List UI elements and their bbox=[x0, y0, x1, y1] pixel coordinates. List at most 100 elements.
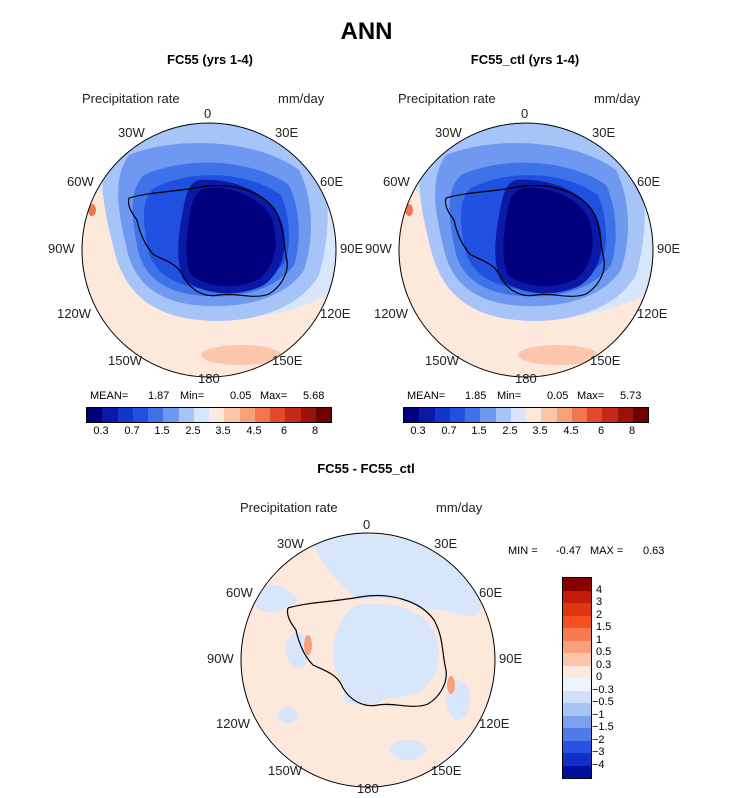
panel-1-lon-120e: 120E bbox=[320, 306, 351, 321]
panel-1-max-value: 5.68 bbox=[303, 390, 325, 402]
cb2-tick: 0.3 bbox=[410, 425, 426, 437]
cb1-tick: 6 bbox=[280, 425, 288, 437]
diff-title: FC55 - FC55_ctl bbox=[317, 461, 415, 476]
panel-1-mean-value: 1.87 bbox=[148, 390, 170, 402]
diff-lon-150w: 150W bbox=[268, 763, 302, 778]
diff-max-value: 0.63 bbox=[643, 545, 665, 557]
colorbar-swatch bbox=[209, 408, 225, 422]
panel-1-mean-label: MEAN= bbox=[90, 390, 129, 402]
panel-2-lon-0: 0 bbox=[521, 106, 529, 121]
colorbar-swatch bbox=[563, 615, 591, 628]
panel-2-lon-30w: 30W bbox=[435, 125, 462, 140]
diff-lon-90w: 90W bbox=[207, 651, 234, 666]
panel-1-lon-30e: 30E bbox=[275, 125, 299, 140]
panel-1-precip-field bbox=[82, 123, 336, 377]
cb3-tick: 4 bbox=[596, 583, 603, 596]
colorbar-swatch bbox=[495, 408, 511, 422]
diff-lon-60e: 60E bbox=[479, 585, 503, 600]
colorbar-swatch bbox=[102, 408, 118, 422]
diff-lon-90e: 90E bbox=[499, 651, 523, 666]
panel-2-lon-60w: 60W bbox=[383, 174, 410, 189]
diff-lon-180: 180 bbox=[357, 781, 379, 796]
panel-1-lon-90w: 90W bbox=[48, 241, 75, 256]
colorbar-swatch bbox=[563, 640, 591, 653]
cb3-tick: −0.3 bbox=[592, 683, 614, 696]
panel-2-lon-60e: 60E bbox=[637, 174, 661, 189]
colorbar-swatch bbox=[563, 690, 591, 703]
diff-lon-30w: 30W bbox=[277, 536, 304, 551]
colorbar-swatch bbox=[563, 665, 591, 678]
cb1-tick: 3.5 bbox=[215, 425, 231, 437]
panel-1-min-value: 0.05 bbox=[230, 390, 252, 402]
cb3-tick: −3 bbox=[592, 746, 605, 758]
cb3-tick: −1 bbox=[592, 708, 605, 721]
colorbar-swatch bbox=[315, 408, 331, 422]
panel-1-lon-60w: 60W bbox=[67, 174, 94, 189]
panel-1-units: mm/day bbox=[278, 91, 325, 106]
cb2-tick: 2.5 bbox=[502, 425, 518, 437]
panel-1-coastline bbox=[127, 184, 288, 297]
colorbar-swatch bbox=[480, 408, 496, 422]
colorbar-swatch bbox=[602, 408, 618, 422]
panel-1-min-label: Min= bbox=[180, 390, 205, 402]
cb3-tick: 1 bbox=[596, 633, 603, 646]
colorbar-swatch bbox=[526, 408, 542, 422]
diff-precip-field bbox=[241, 533, 495, 787]
panel-1-lon-180: 180 bbox=[198, 371, 220, 386]
panel-1-lon-0: 0 bbox=[204, 106, 212, 121]
panel-2-max-value: 5.73 bbox=[620, 390, 642, 402]
cb1-tick: 1.5 bbox=[154, 425, 170, 437]
panel-2-precip-field bbox=[399, 123, 653, 377]
panel-2-lon-30e: 30E bbox=[592, 125, 616, 140]
colorbar-swatch bbox=[563, 753, 591, 766]
diff-colorbar bbox=[562, 577, 592, 779]
colorbar-swatch bbox=[563, 678, 591, 691]
panel-2-units: mm/day bbox=[594, 91, 641, 106]
colorbar-swatch bbox=[419, 408, 435, 422]
colorbar-swatch bbox=[132, 408, 148, 422]
colorbar-swatch bbox=[563, 765, 591, 778]
diff-coastline bbox=[286, 594, 447, 707]
panel-2-lon-150e: 150E bbox=[590, 353, 621, 368]
cb2-tick: 6 bbox=[597, 425, 605, 437]
panel-2-colorbar bbox=[403, 407, 649, 423]
diff-lon-150e: 150E bbox=[431, 763, 462, 778]
cb2-tick: 8 bbox=[628, 425, 636, 437]
colorbar-swatch bbox=[117, 408, 133, 422]
panel-1-variable: Precipitation rate bbox=[82, 91, 180, 106]
colorbar-swatch bbox=[465, 408, 481, 422]
colorbar-swatch bbox=[563, 603, 591, 616]
cb3-tick: 0 bbox=[596, 671, 603, 683]
panel-2-lon-120e: 120E bbox=[637, 306, 668, 321]
figure-title: ANN bbox=[340, 18, 393, 45]
panel-1-colorbar-ticks: 0.3 0.7 1.5 2.5 3.5 4.5 6 8 bbox=[86, 425, 330, 439]
panel-2-max-label: Max= bbox=[577, 390, 605, 402]
panel-1-lon-30w: 30W bbox=[118, 125, 145, 140]
cb3-tick: 1.5 bbox=[596, 621, 612, 633]
panel-2-map bbox=[398, 122, 654, 378]
cb3-tick: −4 bbox=[592, 758, 605, 771]
colorbar-swatch bbox=[270, 408, 286, 422]
colorbar-swatch bbox=[510, 408, 526, 422]
panel-2-lon-90e: 90E bbox=[657, 241, 681, 256]
cb2-tick: 1.5 bbox=[471, 425, 487, 437]
colorbar-swatch bbox=[563, 703, 591, 716]
panel-2-lon-180: 180 bbox=[515, 371, 537, 386]
panel-1-map bbox=[81, 122, 337, 378]
cb2-tick: 0.7 bbox=[441, 425, 457, 437]
diff-map bbox=[240, 532, 496, 788]
colorbar-swatch bbox=[563, 740, 591, 753]
panel-2-min-label: Min= bbox=[497, 390, 522, 402]
panel-1-lon-60e: 60E bbox=[320, 174, 344, 189]
cb3-tick: 3 bbox=[596, 596, 603, 608]
diff-lon-60w: 60W bbox=[226, 585, 253, 600]
colorbar-swatch bbox=[563, 653, 591, 666]
cb3-tick: −2 bbox=[592, 733, 605, 746]
diff-max-label: MAX = bbox=[590, 545, 624, 557]
cb2-tick: 3.5 bbox=[532, 425, 548, 437]
diff-min-label: MIN = bbox=[508, 545, 538, 557]
colorbar-swatch bbox=[563, 590, 591, 603]
panel-2-mean-label: MEAN= bbox=[407, 390, 446, 402]
colorbar-swatch bbox=[563, 628, 591, 641]
colorbar-swatch bbox=[300, 408, 316, 422]
